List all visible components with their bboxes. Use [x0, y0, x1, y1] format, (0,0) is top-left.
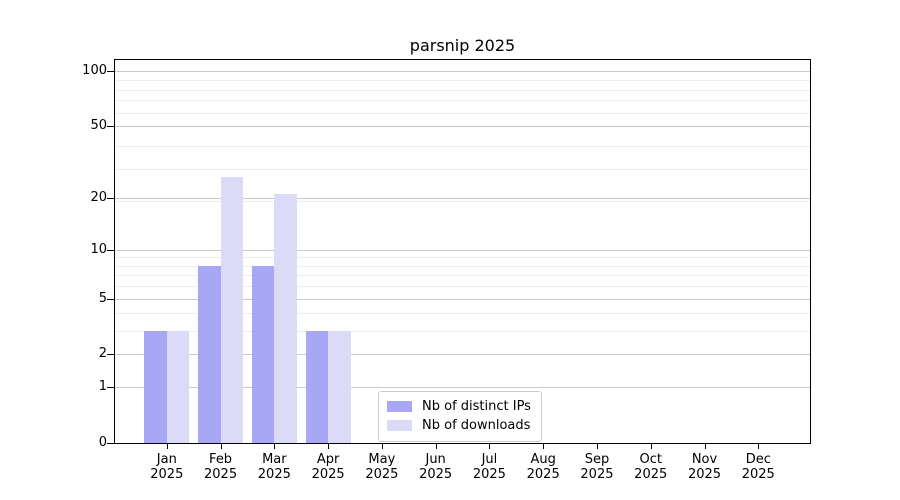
x-tick-mark	[220, 443, 222, 449]
y-tick-label-10: 10	[90, 241, 107, 257]
x-tick-label-aug: Aug	[530, 452, 556, 467]
x-tick-label-mar: Mar	[262, 452, 287, 467]
y-gridline-minor	[115, 201, 810, 203]
legend-item-distinct-ips: Nb of distinct IPs	[387, 397, 531, 416]
y-tick-mark	[107, 126, 115, 127]
legend-label-downloads: Nb of downloads	[422, 418, 531, 433]
x-tick-mark	[543, 443, 545, 449]
y-gridline-minor	[115, 265, 810, 267]
legend-swatch-downloads	[387, 420, 412, 431]
bar-downloads-feb	[220, 177, 244, 443]
x-tick-label-may: May	[368, 452, 396, 467]
legend-label-distinct-ips: Nb of distinct IPs	[422, 399, 531, 414]
x-tick-mark	[489, 443, 491, 449]
y-tick-mark	[107, 249, 115, 251]
y-gridline-minor	[115, 313, 810, 315]
x-tick-mark	[435, 443, 437, 449]
y-tick-mark	[107, 70, 115, 72]
x-tick-year-mar: 2025	[257, 467, 291, 482]
y-gridline-minor	[115, 168, 810, 170]
y-gridline-20	[115, 197, 810, 199]
y-gridline-minor	[115, 257, 810, 259]
x-tick-year-sep: 2025	[580, 467, 614, 482]
y-tick-label-1: 1	[98, 379, 107, 395]
y-gridline-100	[115, 70, 810, 72]
y-gridline-50	[115, 126, 810, 127]
x-tick-label-feb: Feb	[209, 452, 233, 467]
x-tick-year-may: 2025	[365, 467, 399, 482]
x-tick-year-jun: 2025	[419, 467, 453, 482]
bar-downloads-apr	[328, 331, 351, 443]
y-tick-label-2: 2	[98, 346, 107, 362]
y-tick-label-5: 5	[98, 290, 107, 306]
x-tick-year-jul: 2025	[472, 467, 506, 482]
x-tick-label-nov: Nov	[691, 452, 718, 467]
bar-downloads-mar	[274, 193, 297, 443]
chart-title: parsnip 2025	[409, 36, 516, 55]
x-tick-year-dec: 2025	[741, 467, 775, 482]
x-tick-mark	[166, 443, 168, 449]
x-tick-label-jan: Jan	[156, 452, 177, 467]
x-tick-label-dec: Dec	[745, 452, 771, 467]
x-tick-year-jan: 2025	[150, 467, 184, 482]
y-tick-label-20: 20	[90, 189, 107, 205]
x-tick-mark	[758, 443, 760, 449]
x-tick-year-oct: 2025	[634, 467, 668, 482]
y-tick-label-50: 50	[90, 118, 107, 133]
x-tick-mark	[381, 443, 383, 449]
legend: Nb of distinct IPs Nb of downloads	[378, 391, 542, 442]
plot-area	[114, 59, 811, 444]
y-tick-mark	[107, 387, 115, 389]
bar-downloads-jan	[166, 331, 190, 443]
x-tick-mark	[274, 443, 276, 449]
y-gridline-minor	[115, 286, 810, 288]
x-tick-mark	[596, 443, 598, 449]
y-tick-mark	[107, 298, 115, 300]
y-gridline-minor	[115, 89, 810, 91]
y-gridline-minor	[115, 275, 810, 277]
bar-distinct-ips-feb	[197, 265, 221, 443]
y-gridline-minor	[115, 112, 810, 114]
x-tick-year-apr: 2025	[311, 467, 345, 482]
x-tick-year-aug: 2025	[526, 467, 560, 482]
x-tick-label-apr: Apr	[316, 452, 340, 467]
x-tick-year-feb: 2025	[204, 467, 238, 482]
bar-distinct-ips-mar	[251, 265, 275, 443]
x-tick-mark	[704, 443, 706, 449]
x-tick-label-sep: Sep	[584, 452, 610, 467]
y-gridline-minor	[115, 331, 810, 333]
x-tick-label-oct: Oct	[639, 452, 662, 467]
y-gridline-minor	[115, 145, 810, 147]
x-tick-year-nov: 2025	[687, 467, 722, 482]
y-gridline-minor	[115, 100, 810, 102]
y-tick-label-100: 100	[82, 62, 107, 78]
x-tick-mark	[328, 443, 330, 449]
y-gridline-10	[115, 249, 810, 251]
x-tick-mark	[650, 443, 652, 449]
legend-swatch-distinct-ips	[387, 401, 412, 412]
legend-item-downloads: Nb of downloads	[387, 416, 531, 435]
y-gridline-5	[115, 298, 810, 300]
y-gridline-minor	[115, 80, 810, 82]
bar-distinct-ips-jan	[144, 331, 167, 443]
y-gridline-2	[115, 354, 810, 356]
x-tick-label-jul: Jul	[481, 452, 498, 467]
bar-distinct-ips-apr	[305, 331, 329, 443]
y-tick-mark	[107, 443, 115, 444]
y-tick-label-0: 0	[98, 435, 107, 450]
y-tick-mark	[107, 197, 115, 199]
y-tick-mark	[107, 354, 115, 356]
x-tick-label-jun: Jun	[425, 452, 446, 467]
y-gridline-1	[115, 387, 810, 389]
